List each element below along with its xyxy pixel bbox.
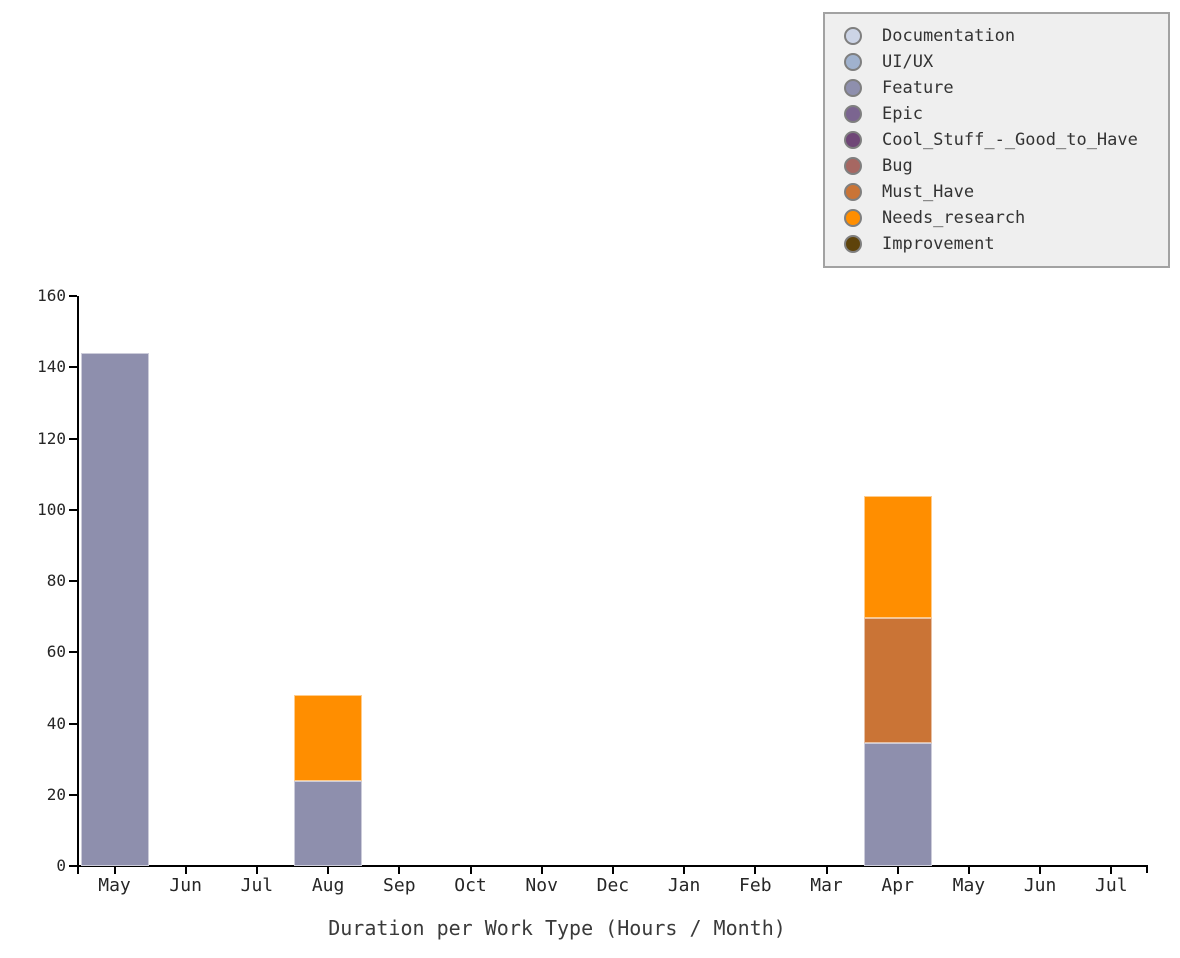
x-tick-label: May	[952, 875, 986, 896]
x-tick-label: Dec	[596, 875, 630, 896]
x-tick	[611, 866, 614, 874]
legend-label: Feature	[882, 78, 954, 98]
x-tick	[1039, 866, 1042, 874]
x-tick	[540, 866, 543, 874]
x-tick	[398, 866, 401, 874]
x-tick	[1110, 866, 1113, 874]
legend-marker-icon	[844, 209, 862, 227]
y-tick	[69, 793, 77, 796]
legend-marker-icon	[844, 79, 862, 97]
legend-marker-icon	[844, 53, 862, 71]
y-tick-label: 80	[46, 571, 66, 590]
y-tick	[69, 580, 77, 582]
y-tick	[69, 508, 77, 511]
y-tick	[69, 295, 77, 297]
legend-marker-icon	[844, 131, 862, 149]
legend-item: Improvement	[825, 231, 1168, 257]
y-tick	[69, 865, 77, 867]
x-tick-label: Jun	[169, 875, 202, 896]
x-tick-label: May	[98, 875, 131, 896]
y-tick-label: 40	[46, 713, 66, 733]
x-tick-label: Mar	[810, 875, 843, 896]
x-tick-label: Sep	[383, 875, 416, 896]
legend-label: Improvement	[882, 234, 995, 254]
y-tick	[69, 722, 77, 725]
x-tick-label: Aug	[311, 875, 345, 896]
legend-marker-icon	[844, 235, 862, 253]
legend-label: UI/UX	[882, 52, 934, 72]
legend-label: Bug	[882, 156, 913, 176]
bar-segment-needs-research	[294, 695, 363, 781]
x-tick-label: Nov	[525, 875, 558, 896]
legend-item: Must_Have	[825, 179, 1168, 205]
legend-item: Feature	[825, 75, 1168, 101]
x-tick	[255, 866, 258, 874]
x-tick	[825, 866, 828, 874]
bar-segment-feature	[294, 780, 363, 866]
x-tick	[967, 866, 970, 874]
x-axis-title: Duration per Work Type (Hours / Month)	[328, 916, 786, 940]
y-axis-line	[77, 296, 79, 874]
x-tick-label: Jun	[1023, 875, 1057, 896]
x-tick	[469, 866, 472, 874]
y-tick-label: 0	[56, 856, 66, 875]
x-axis-end-tick	[1146, 865, 1148, 873]
x-tick-label: Jul	[240, 875, 274, 896]
legend-item: Cool_Stuff_-_Good_to_Have	[825, 127, 1168, 153]
y-tick-label: 120	[37, 428, 66, 448]
bar-segment-must-have	[863, 618, 932, 744]
legend-label: Documentation	[882, 26, 1016, 46]
legend-label: Cool_Stuff_-_Good_to_Have	[882, 130, 1138, 150]
x-tick	[113, 866, 116, 874]
legend-marker-icon	[844, 157, 862, 175]
y-tick	[69, 366, 77, 369]
x-tick	[327, 866, 330, 874]
legend-item: Epic	[825, 101, 1168, 127]
bar-segment-needs-research	[863, 495, 932, 619]
x-tick-label: Jul	[1095, 875, 1128, 896]
y-tick-label: 160	[37, 286, 66, 305]
x-tick	[896, 866, 899, 874]
legend-label: Needs_research	[882, 208, 1026, 228]
y-tick	[69, 651, 77, 654]
x-tick	[683, 866, 686, 874]
y-tick	[69, 437, 77, 440]
legend-label: Epic	[882, 104, 923, 124]
y-tick-label: 100	[37, 499, 66, 519]
legend-marker-icon	[844, 183, 862, 201]
x-tick-label: Oct	[454, 875, 487, 896]
x-tick-label: Jan	[667, 875, 701, 896]
legend: Documentation UI/UX Feature Epic Cool_Stuff_…	[823, 12, 1170, 268]
y-tick-label: 20	[46, 784, 66, 804]
x-tick	[184, 866, 187, 874]
legend-marker-icon	[844, 105, 862, 123]
legend-item: UI/UX	[825, 49, 1168, 75]
legend-item: Documentation	[825, 23, 1168, 49]
x-tick-label: Apr	[881, 875, 914, 896]
x-tick	[754, 866, 757, 874]
bar-segment-feature	[80, 353, 149, 866]
legend-item: Bug	[825, 153, 1168, 179]
x-tick-label: Feb	[739, 875, 772, 896]
bar-segment-feature	[863, 743, 932, 866]
legend-item: Needs_research	[825, 205, 1168, 231]
legend-marker-icon	[844, 27, 862, 45]
y-tick-label: 60	[46, 642, 66, 662]
legend-label: Must_Have	[882, 182, 975, 202]
y-tick-label: 140	[37, 357, 66, 377]
